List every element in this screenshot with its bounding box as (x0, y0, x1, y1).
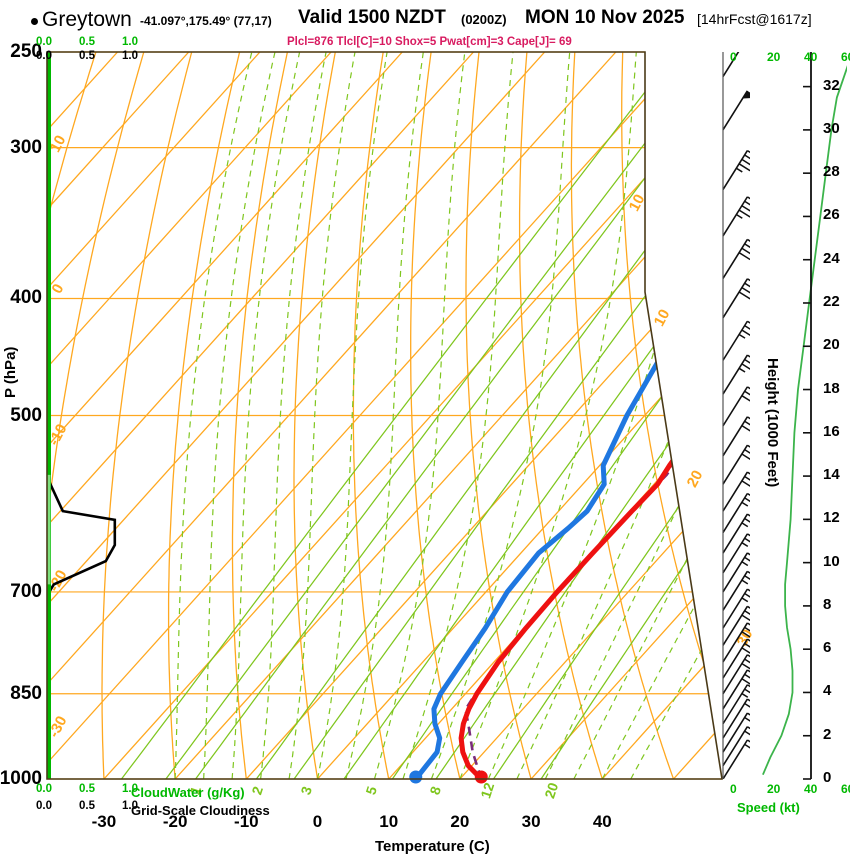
svg-text:8: 8 (426, 784, 444, 797)
speed-tick-top-20: 20 (767, 50, 781, 64)
speed-tick-40: 40 (804, 782, 818, 796)
station-name: Greytown (42, 8, 132, 31)
wind-speed-curve (762, 65, 847, 776)
speed-tick-20: 20 (767, 782, 781, 796)
height-tick-18: 18 (823, 379, 840, 397)
height-tick-2: 2 (823, 725, 832, 743)
height-axis-title: Height (1000 Feet) (764, 358, 781, 488)
station-coordinates: -41.097°,175.49° (77,17) (140, 14, 272, 28)
height-tick-24: 24 (823, 249, 840, 267)
speed-tick-60: 60 (841, 782, 850, 796)
pressure-tick-300: 300 (10, 136, 42, 158)
surface-markers (409, 770, 488, 784)
cloudwater-tick-bottom-0: 0.0 (36, 783, 52, 795)
height-tick-12: 12 (823, 509, 840, 527)
temperature-tick--30: -30 (91, 812, 117, 831)
speed-tick-top-0: 0 (730, 50, 737, 64)
cloudwater-tick-2: 1.0 (122, 36, 138, 48)
forecast-hour: [14hrFcst@1617z] (697, 11, 812, 27)
stability-indices: Plcl=876 Tlcl[C]=10 Shox=5 Pwat[cm]=3 Ca… (287, 36, 572, 48)
gridscale-axis-title: Grid-Scale Cloudiness (131, 803, 270, 818)
height-tick-26: 26 (823, 206, 840, 224)
plot-frame (46, 51, 723, 780)
gridscale-tick-bottom-1: 0.5 (79, 800, 95, 812)
cloudwater-tick-1: 0.5 (79, 36, 95, 48)
height-tick-14: 14 (823, 466, 840, 484)
svg-text:10: 10 (47, 133, 70, 156)
temperature-tick-0: 0 (312, 812, 323, 831)
temperature-tick-30: 30 (521, 812, 541, 831)
height-tick-10: 10 (823, 552, 840, 570)
speed-tick-0: 0 (730, 782, 737, 796)
temperature-tick--20: -20 (162, 812, 188, 831)
height-tick-4: 4 (823, 682, 832, 700)
height-tick-20: 20 (823, 336, 840, 354)
height-axis (803, 52, 812, 780)
temperature-tick-10: 10 (379, 812, 399, 831)
temperature-tick-20: 20 (450, 812, 470, 831)
temperature-tick-40: 40 (592, 812, 612, 831)
valid-date: MON 10 Nov 2025 (525, 7, 685, 28)
pressure-tick-500: 500 (10, 404, 42, 426)
cloudwater-tick-bottom-1: 0.5 (79, 783, 95, 795)
speed-tick-top-40: 40 (804, 50, 818, 64)
height-tick-28: 28 (823, 163, 840, 181)
temperature-axis-title: Temperature (C) (375, 838, 490, 855)
speed-axis-title: Speed (kt) (737, 800, 800, 815)
svg-text:10: 10 (626, 192, 649, 215)
svg-text:20: 20 (684, 468, 707, 491)
svg-text:20: 20 (541, 780, 561, 800)
pressure-axis-title: P (hPa) (2, 346, 19, 398)
gridscale-tick-2: 1.0 (122, 50, 138, 62)
svg-text:2: 2 (248, 784, 266, 797)
svg-text:3: 3 (297, 784, 315, 797)
gridscale-tick-0: 0.0 (36, 50, 52, 62)
pressure-tick-250: 250 (10, 41, 42, 62)
svg-text:30: 30 (734, 627, 757, 650)
gridscale-tick-1: 0.5 (79, 50, 95, 62)
pressure-tick-700: 700 (10, 580, 42, 602)
cloudwater-tick-0: 0.0 (36, 36, 52, 48)
speed-tick-top-60: 60 (841, 50, 850, 64)
cloudwater-tick-bottom-2: 1.0 (122, 783, 138, 795)
height-tick-30: 30 (823, 119, 840, 137)
pressure-tick-1000: 1000 (0, 768, 42, 789)
valid-time: Valid 1500 NZDT (298, 7, 446, 28)
pressure-tick-850: 850 (10, 682, 42, 704)
gridscale-tick-bottom-2: 1.0 (122, 800, 138, 812)
pressure-tick-400: 400 (10, 287, 42, 309)
height-tick-8: 8 (823, 595, 832, 613)
svg-text:5: 5 (362, 784, 380, 797)
gridscale-tick-bottom-0: 0.0 (36, 800, 52, 812)
temperature-curve (458, 74, 722, 779)
height-tick-16: 16 (823, 422, 840, 440)
height-tick-0: 0 (823, 769, 832, 786)
mixing-ratio-lines (121, 72, 722, 779)
cloud-water-curve (47, 52, 117, 779)
valid-time-utc: (0200Z) (461, 12, 507, 27)
station-dot-icon (31, 18, 38, 25)
svg-text:10: 10 (651, 307, 674, 330)
svg-text:0: 0 (49, 281, 68, 296)
wind-barbs (722, 52, 750, 779)
cloudwater-axis-title: CloudWater (g/Kg) (131, 785, 245, 800)
height-tick-32: 32 (823, 76, 840, 94)
temperature-tick--10: -10 (234, 812, 259, 831)
height-tick-22: 22 (823, 292, 840, 310)
height-tick-6: 6 (823, 639, 832, 657)
isobar-lines (47, 51, 722, 780)
svg-text:12: 12 (477, 780, 497, 800)
